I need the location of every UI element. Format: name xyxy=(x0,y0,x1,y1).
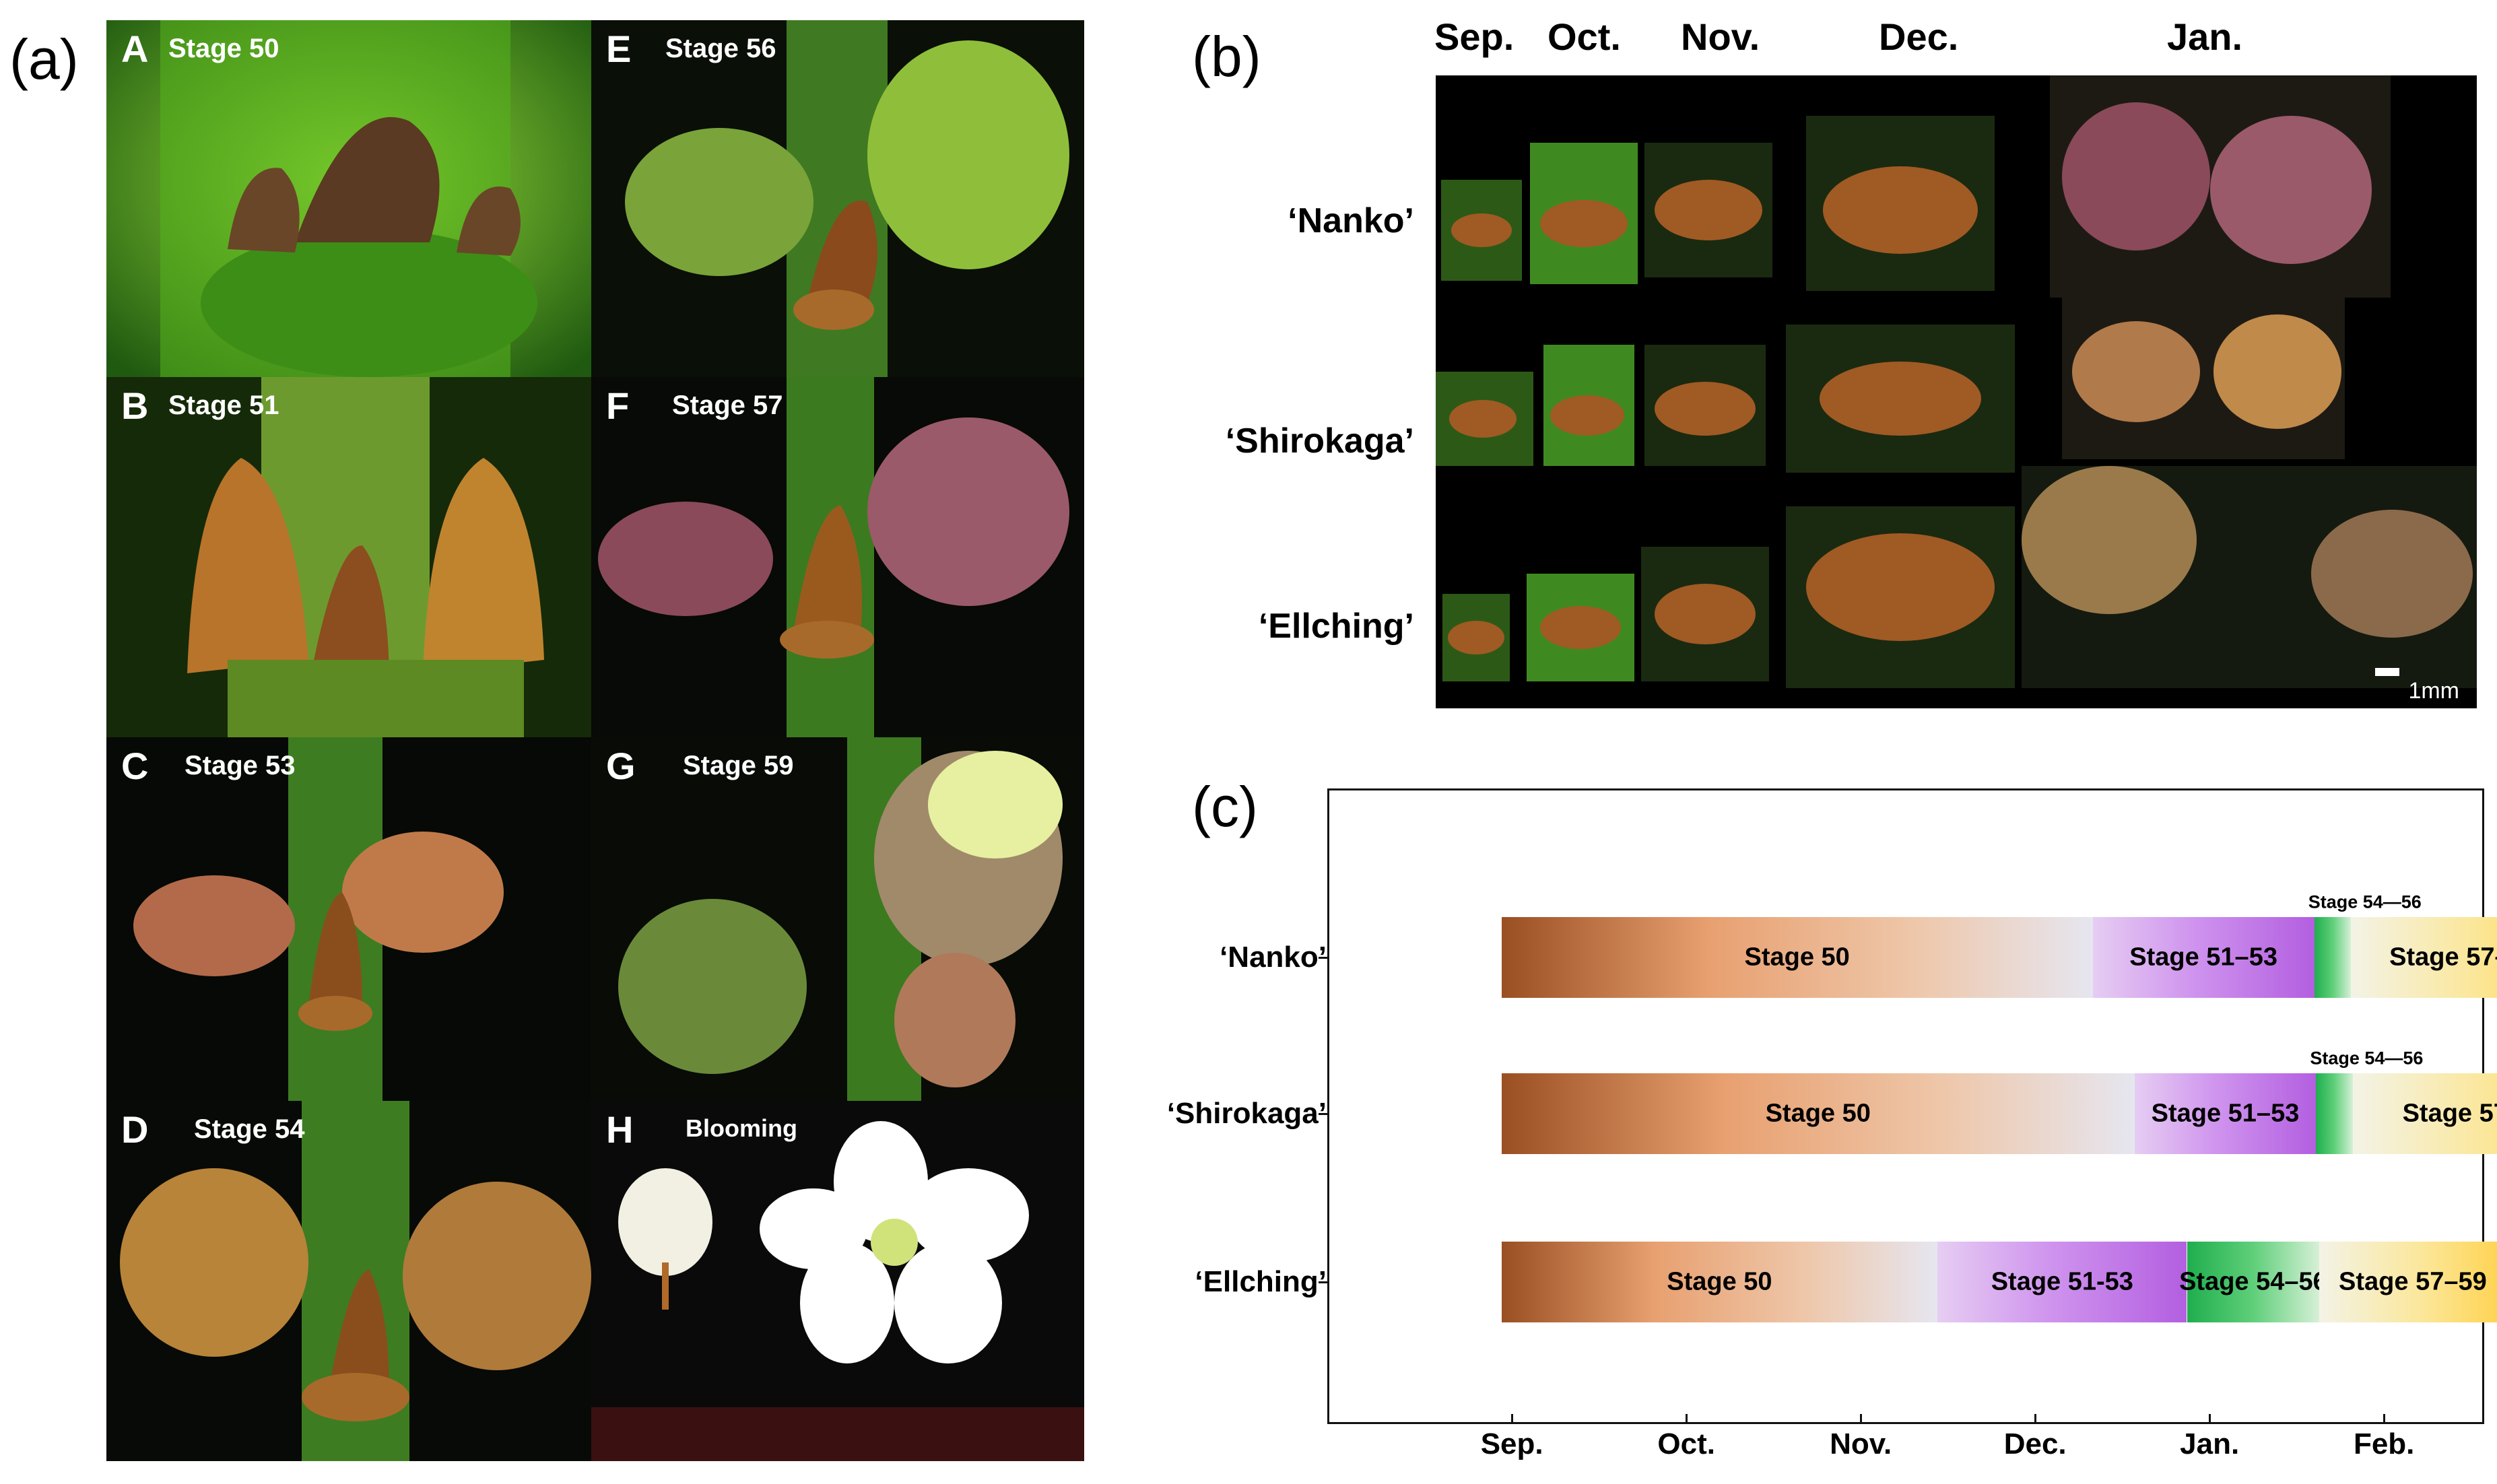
tile-stage-label: Stage 51 xyxy=(168,391,279,420)
month-label-b: Sep. xyxy=(1434,15,1514,58)
month-label-b: Nov. xyxy=(1681,15,1760,58)
stage-bar-segment xyxy=(2319,1242,2497,1322)
row-tick xyxy=(1319,1281,1328,1283)
stage-bar-segment xyxy=(1501,917,2093,998)
x-axis-tick xyxy=(2034,1414,2037,1423)
tile-letter: H xyxy=(606,1108,634,1151)
stage-bar-label: Stage 57–59 xyxy=(2389,943,2497,972)
month-label-b: Jan. xyxy=(2167,15,2243,58)
month-label-b: Oct. xyxy=(1547,15,1621,58)
x-axis-month-label: Sep. xyxy=(1480,1427,1543,1460)
cultivar-label-shirokaga: ‘Shirokaga’ xyxy=(1225,421,1414,461)
x-axis-month-label: Feb. xyxy=(2353,1427,2415,1460)
stage-bar-label: Stage 50 xyxy=(1667,1267,1772,1296)
photo-tile-g: G Stage 59 xyxy=(591,737,1084,1101)
stage-bar-label: Stage 51–53 xyxy=(2151,1099,2300,1128)
x-axis-tick xyxy=(2209,1414,2211,1423)
tile-letter: C xyxy=(121,745,149,787)
stage-bar-segment xyxy=(1501,1242,1938,1322)
x-axis-month-label: Nov. xyxy=(1830,1427,1892,1460)
x-axis-month-label: Jan. xyxy=(2180,1427,2240,1460)
bud-photo-a xyxy=(106,20,591,377)
tile-stage-label: Stage 50 xyxy=(168,34,279,63)
cultivar-label-c: ‘Nanko’ xyxy=(1220,941,1327,974)
photo-tile-f: F Stage 57 xyxy=(591,377,1084,737)
stage-bar-segment xyxy=(2314,917,2351,998)
tile-stage-label: Stage 54 xyxy=(194,1114,305,1144)
panel-label-b: (b) xyxy=(1192,25,1261,88)
tile-letter: E xyxy=(606,28,632,70)
stage-bar-label: Stage 50 xyxy=(1765,1099,1871,1128)
tile-stage-label: Blooming xyxy=(686,1114,797,1142)
bud-photo-b xyxy=(106,377,591,737)
photo-tile-c: C Stage 53 xyxy=(106,737,591,1101)
cultivar-label-nanko: ‘Nanko’ xyxy=(1288,201,1414,240)
bud-photo-d xyxy=(106,1101,591,1461)
scale-bar-label: 1mm xyxy=(2408,678,2459,704)
stage-bar-segment xyxy=(2316,1073,2353,1154)
photo-tile-h: H Blooming xyxy=(591,1101,1084,1461)
stage-bar-label: Stage 54—56 xyxy=(2310,1048,2424,1069)
stage-bar-label: Stage 51-53 xyxy=(1991,1267,2133,1296)
cultivar-label-ellching: ‘Ellching’ xyxy=(1258,607,1414,646)
bud-series-photo: 1mm xyxy=(1436,75,2477,708)
stage-bar-label: Stage 54–56 xyxy=(2179,1267,2327,1296)
tile-stage-label: Stage 53 xyxy=(185,751,296,780)
cultivar-label-c: ‘Shirokaga’ xyxy=(1166,1097,1327,1130)
stage-bar-segment xyxy=(1937,1242,2187,1322)
x-axis-tick xyxy=(2383,1414,2386,1423)
tile-letter: D xyxy=(121,1108,149,1151)
photo-tile-a: A Stage 50 xyxy=(106,20,591,377)
x-axis-tick xyxy=(1511,1414,1514,1423)
tile-letter: G xyxy=(606,745,636,787)
x-axis-month-label: Dec. xyxy=(2003,1427,2067,1460)
stage-bar-label: Stage 57–59 xyxy=(2402,1099,2497,1128)
panel-label-a: (a) xyxy=(9,28,79,91)
bud-series-image xyxy=(1436,75,2477,708)
stage-bar-label: Stage 57–59 xyxy=(2339,1267,2487,1296)
cultivar-label-c: ‘Ellching’ xyxy=(1195,1265,1327,1298)
tile-letter: A xyxy=(121,28,149,70)
blossom-photo-h xyxy=(591,1101,1084,1461)
stage-bar-segment xyxy=(2134,1073,2317,1154)
row-tick xyxy=(1319,1113,1328,1115)
x-axis-tick xyxy=(1686,1414,1688,1423)
bud-photo-c xyxy=(106,737,591,1101)
stage-bar-label: Stage 54—56 xyxy=(2308,891,2422,912)
stage-bar-label: Stage 51–53 xyxy=(2129,943,2277,972)
stage-bar-segment xyxy=(1501,1073,2135,1154)
photo-tile-b: B Stage 51 xyxy=(106,377,591,737)
x-axis-tick xyxy=(1860,1414,1863,1423)
month-label-b: Dec. xyxy=(1879,15,1959,58)
photo-tile-e: E Stage 56 xyxy=(591,20,1084,377)
bud-photo-e xyxy=(591,20,1084,377)
tile-stage-label: Stage 56 xyxy=(665,34,776,63)
tile-stage-label: Stage 57 xyxy=(672,391,783,420)
stage-bar-segment xyxy=(2187,1242,2320,1322)
photo-tile-d: D Stage 54 xyxy=(106,1101,591,1461)
row-tick xyxy=(1319,957,1328,959)
stage-bar-segment xyxy=(2350,917,2497,998)
stage-bar-segment xyxy=(2352,1073,2497,1154)
tile-stage-label: Stage 59 xyxy=(683,751,794,780)
bud-photo-g xyxy=(591,737,1084,1101)
panel-label-c: (c) xyxy=(1192,775,1258,838)
stage-bar-segment xyxy=(2092,917,2315,998)
x-axis-month-label: Oct. xyxy=(1657,1427,1715,1460)
bud-photo-f xyxy=(591,377,1084,737)
tile-letter: B xyxy=(121,384,149,427)
stage-bar-label: Stage 50 xyxy=(1744,943,1850,972)
tile-letter: F xyxy=(606,384,630,427)
